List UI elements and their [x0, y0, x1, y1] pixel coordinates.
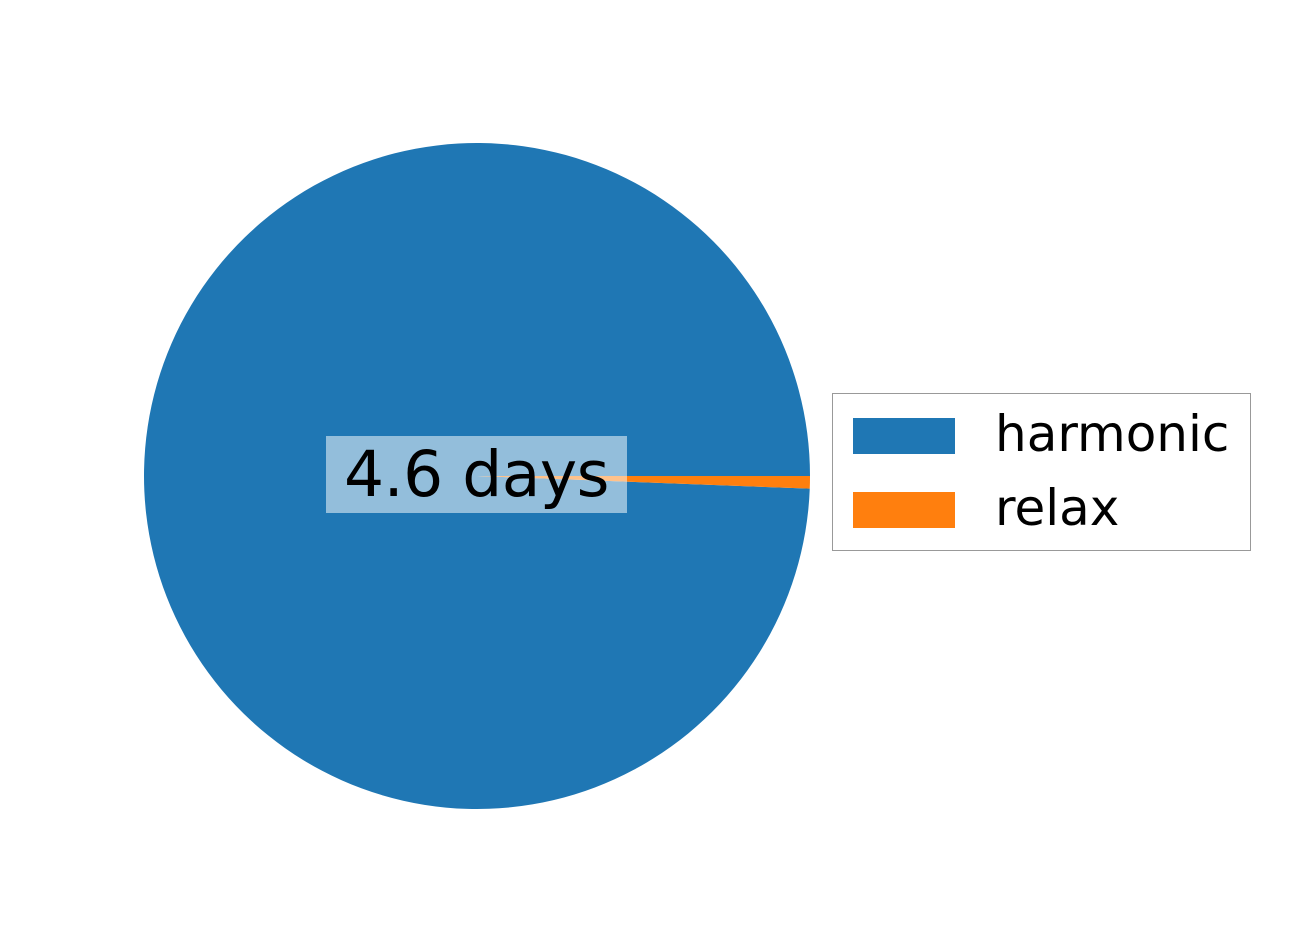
legend-label-harmonic: harmonic — [995, 405, 1230, 463]
pie-wedge-group — [144, 143, 811, 810]
legend-swatch-relax — [853, 492, 955, 528]
legend-swatch-harmonic — [853, 418, 955, 454]
legend-entry-relax[interactable]: relax — [833, 482, 1250, 534]
chart-legend: harmonic relax — [832, 393, 1251, 551]
legend-entry-harmonic[interactable]: harmonic — [833, 408, 1250, 460]
legend-label-relax: relax — [995, 479, 1120, 537]
